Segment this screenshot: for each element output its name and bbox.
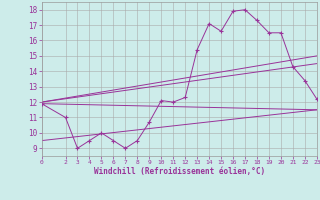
X-axis label: Windchill (Refroidissement éolien,°C): Windchill (Refroidissement éolien,°C) [94, 167, 265, 176]
